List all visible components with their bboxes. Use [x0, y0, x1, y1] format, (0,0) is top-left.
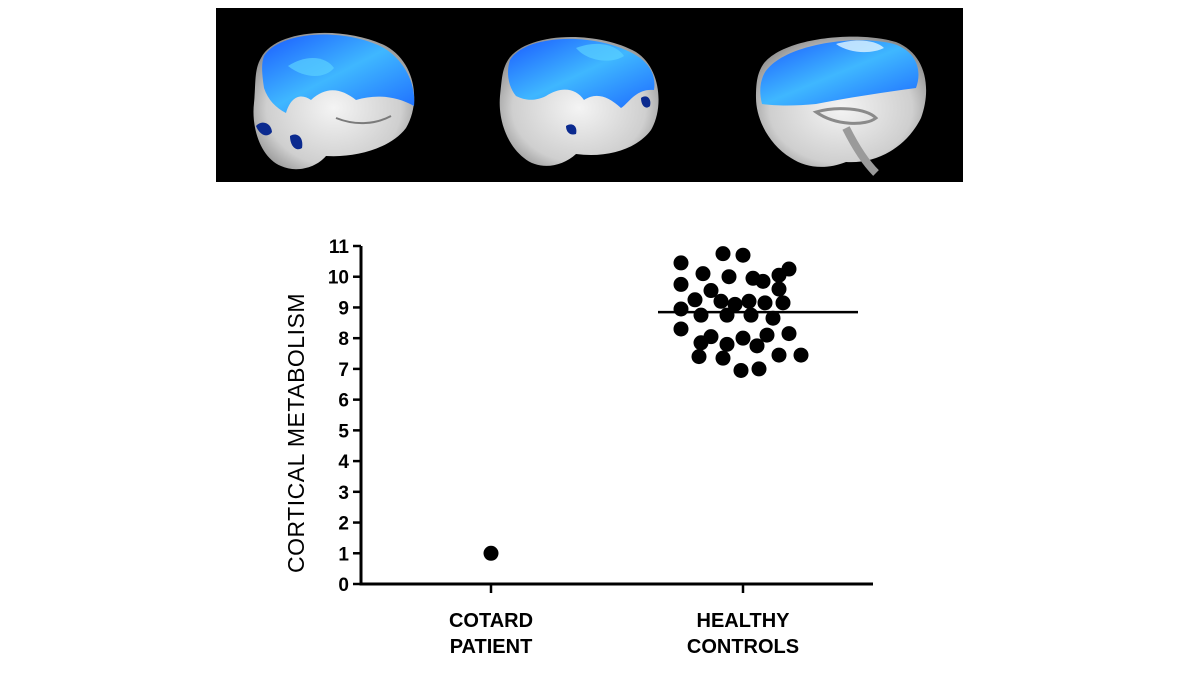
- y-tick-label: 8: [338, 329, 349, 350]
- y-tick-label: 5: [338, 421, 349, 442]
- data-point: [695, 266, 711, 282]
- data-point: [741, 293, 757, 309]
- data-point: [757, 295, 773, 311]
- data-point: [673, 255, 689, 271]
- category-label: PATIENT: [450, 636, 533, 658]
- data-point: [713, 293, 729, 309]
- data-point: [727, 296, 743, 312]
- y-ticks: 0 1 2 3 4 5 6 7 8 9 10 11: [328, 237, 361, 596]
- data-point: [721, 269, 737, 285]
- data-point: [749, 338, 765, 354]
- data-point: [691, 349, 707, 365]
- data-point: [673, 301, 689, 317]
- data-point: [755, 273, 771, 289]
- brain-view-medial-sagittal: [756, 36, 927, 176]
- data-point: [673, 321, 689, 337]
- brain-view-right-lateral: [499, 37, 659, 166]
- data-point: [715, 350, 731, 366]
- data-point: [693, 307, 709, 323]
- x-ticks: [489, 584, 745, 593]
- data-point: [781, 326, 797, 342]
- y-tick-label: 1: [338, 544, 349, 565]
- data-point: [743, 307, 759, 323]
- category-label: COTARD: [449, 610, 533, 632]
- data-point: [719, 336, 735, 352]
- data-point: [775, 295, 791, 311]
- data-point: [703, 283, 719, 299]
- y-tick-label: 9: [338, 298, 349, 319]
- data-point: [751, 361, 767, 377]
- data-point: [483, 545, 499, 561]
- category-label: HEALTHY: [697, 610, 791, 632]
- y-tick-label: 10: [328, 268, 349, 289]
- data-point: [793, 347, 809, 363]
- y-tick-label: 2: [338, 514, 349, 535]
- data-point: [759, 327, 775, 343]
- data-point: [687, 292, 703, 308]
- data-points: [483, 246, 809, 561]
- data-point: [735, 330, 751, 346]
- y-tick-label: 11: [329, 237, 350, 258]
- data-point: [693, 335, 709, 351]
- data-point: [735, 247, 751, 263]
- y-tick-label: 6: [338, 391, 349, 412]
- category-labels: COTARD PATIENT HEALTHY CONTROLS: [449, 610, 799, 658]
- y-tick-label: 4: [338, 452, 349, 473]
- y-axis-title: CORTICAL METABOLISM: [283, 293, 309, 573]
- data-point: [771, 267, 787, 283]
- data-point: [771, 281, 787, 297]
- data-point: [771, 347, 787, 363]
- category-label: CONTROLS: [687, 636, 799, 658]
- chart-axes: [359, 246, 873, 586]
- data-point: [715, 246, 731, 262]
- brain-imaging-svg: [253, 32, 927, 176]
- data-point: [673, 276, 689, 292]
- brain-imaging-strip: [216, 8, 963, 182]
- y-tick-label: 7: [338, 360, 349, 381]
- y-tick-label: 3: [338, 483, 349, 504]
- data-point: [719, 307, 735, 323]
- data-point: [765, 310, 781, 326]
- data-point: [733, 362, 749, 378]
- y-tick-label: 0: [338, 575, 349, 596]
- brain-view-left-lateral: [253, 32, 415, 170]
